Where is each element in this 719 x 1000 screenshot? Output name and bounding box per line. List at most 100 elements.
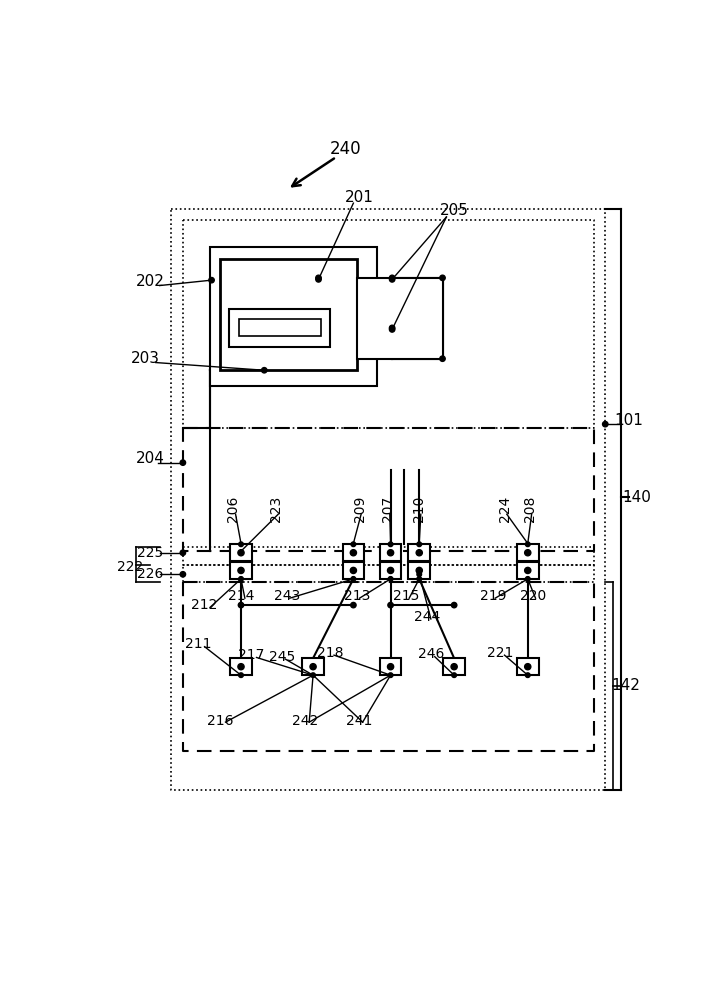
- Bar: [380, 544, 401, 561]
- Circle shape: [388, 673, 393, 677]
- Circle shape: [526, 673, 530, 677]
- Circle shape: [440, 356, 445, 361]
- Text: 206: 206: [226, 496, 240, 522]
- Text: 212: 212: [191, 598, 218, 612]
- Circle shape: [209, 277, 214, 283]
- Text: 217: 217: [238, 648, 265, 662]
- Text: 209: 209: [352, 496, 367, 522]
- Bar: [342, 544, 365, 561]
- Text: 223: 223: [269, 496, 283, 522]
- Circle shape: [238, 550, 244, 556]
- Bar: [517, 562, 539, 579]
- Circle shape: [351, 602, 356, 608]
- Bar: [517, 658, 539, 675]
- Text: 243: 243: [275, 589, 301, 603]
- Text: 202: 202: [136, 274, 165, 289]
- Circle shape: [526, 542, 530, 547]
- Text: 140: 140: [623, 490, 651, 505]
- Text: 216: 216: [207, 714, 234, 728]
- Text: 224: 224: [498, 496, 511, 522]
- Text: 215: 215: [393, 589, 419, 603]
- Bar: [229, 309, 330, 347]
- Circle shape: [351, 577, 356, 581]
- Circle shape: [388, 602, 393, 608]
- Text: 214: 214: [228, 589, 255, 603]
- Text: 241: 241: [347, 714, 372, 728]
- Text: 204: 204: [136, 451, 165, 466]
- Bar: [230, 544, 252, 561]
- Text: 210: 210: [412, 496, 426, 522]
- Bar: [210, 247, 377, 386]
- Circle shape: [390, 327, 395, 332]
- Circle shape: [417, 577, 421, 581]
- Text: 222: 222: [117, 560, 143, 574]
- Text: 220: 220: [520, 589, 546, 603]
- Circle shape: [316, 277, 321, 282]
- Circle shape: [239, 577, 243, 581]
- Text: 211: 211: [185, 637, 211, 651]
- Circle shape: [452, 602, 457, 608]
- Circle shape: [238, 664, 244, 670]
- Circle shape: [180, 550, 186, 555]
- Circle shape: [390, 275, 395, 281]
- Bar: [230, 562, 252, 579]
- Circle shape: [417, 572, 421, 577]
- Circle shape: [311, 673, 316, 677]
- Circle shape: [390, 277, 395, 282]
- Text: 101: 101: [614, 413, 643, 428]
- Bar: [220, 259, 357, 370]
- Circle shape: [238, 602, 244, 608]
- Circle shape: [239, 673, 243, 677]
- Circle shape: [451, 664, 457, 670]
- Circle shape: [351, 542, 356, 547]
- Circle shape: [603, 421, 608, 427]
- Text: 226: 226: [137, 567, 163, 581]
- Circle shape: [239, 542, 243, 547]
- Text: 208: 208: [523, 496, 537, 522]
- Bar: [342, 562, 365, 579]
- Circle shape: [416, 567, 422, 574]
- Text: 242: 242: [292, 714, 319, 728]
- Bar: [380, 658, 401, 675]
- Circle shape: [262, 368, 267, 373]
- Circle shape: [525, 550, 531, 556]
- Text: 205: 205: [440, 203, 469, 218]
- Bar: [444, 658, 465, 675]
- Circle shape: [180, 572, 186, 577]
- Bar: [408, 544, 430, 561]
- Circle shape: [440, 275, 445, 281]
- Bar: [239, 319, 321, 336]
- Text: 221: 221: [487, 646, 514, 660]
- Bar: [230, 658, 252, 675]
- Circle shape: [388, 577, 393, 581]
- Bar: [380, 562, 401, 579]
- Circle shape: [416, 550, 422, 556]
- Circle shape: [526, 577, 530, 581]
- Circle shape: [238, 567, 244, 574]
- Circle shape: [180, 460, 186, 465]
- Text: 218: 218: [317, 646, 344, 660]
- Bar: [357, 278, 442, 359]
- Circle shape: [388, 664, 394, 670]
- Circle shape: [452, 673, 457, 677]
- Circle shape: [388, 550, 394, 556]
- Circle shape: [388, 542, 393, 547]
- Text: 219: 219: [480, 589, 506, 603]
- Circle shape: [525, 664, 531, 670]
- Circle shape: [350, 550, 357, 556]
- Circle shape: [350, 567, 357, 574]
- Circle shape: [316, 275, 321, 281]
- Circle shape: [525, 567, 531, 574]
- Text: 245: 245: [269, 650, 296, 664]
- Text: 244: 244: [414, 610, 440, 624]
- Text: 207: 207: [381, 496, 395, 522]
- Text: 225: 225: [137, 546, 163, 560]
- Circle shape: [310, 664, 316, 670]
- Text: 142: 142: [612, 678, 641, 693]
- Circle shape: [388, 567, 394, 574]
- Text: 213: 213: [344, 589, 370, 603]
- Circle shape: [417, 542, 421, 547]
- Text: 203: 203: [131, 351, 160, 366]
- Text: 240: 240: [330, 140, 362, 158]
- Text: 201: 201: [345, 190, 374, 205]
